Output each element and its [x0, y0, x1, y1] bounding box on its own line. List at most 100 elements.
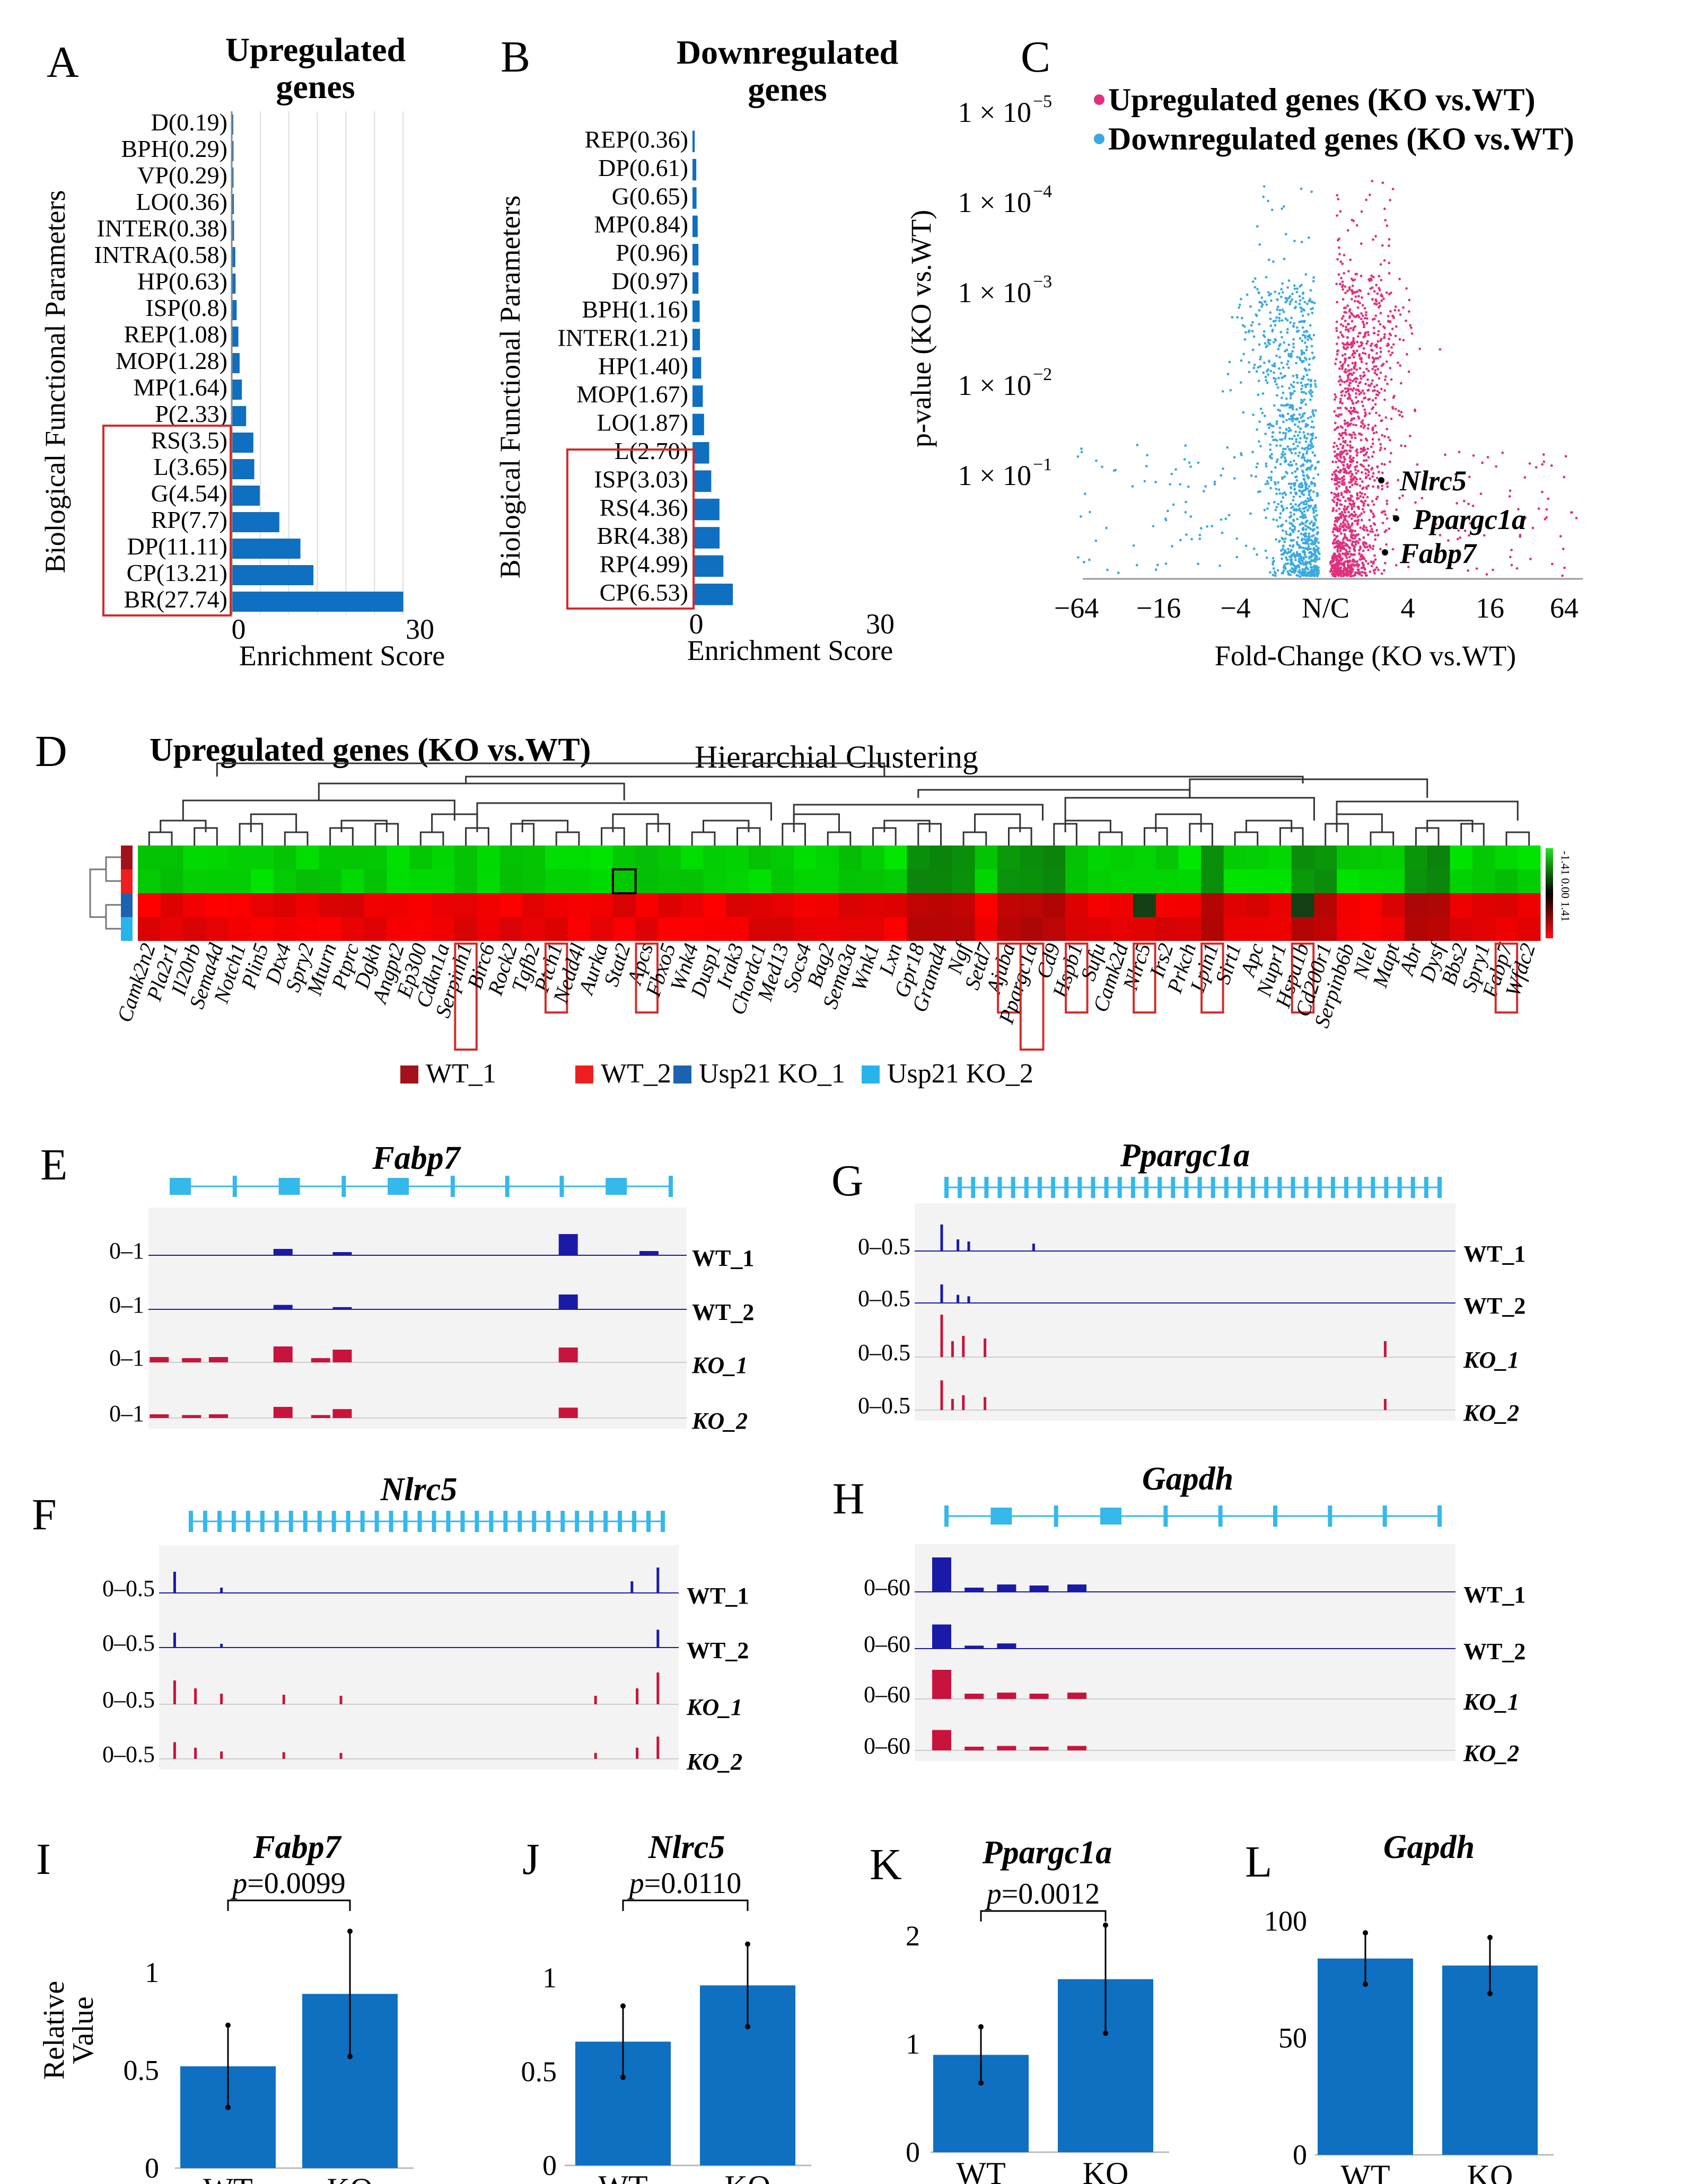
- panel-g-exon: [1158, 1177, 1162, 1198]
- panel-c-point-down: [1302, 529, 1305, 532]
- panel-c-point-up: [1355, 272, 1358, 276]
- panel-c-point-up: [1355, 392, 1357, 395]
- panel-c-point-up: [1358, 573, 1361, 576]
- panel-c-point-up: [1354, 436, 1357, 439]
- panel-f-coverage-peak: [630, 1581, 634, 1593]
- panel-c-point-up: [1337, 415, 1340, 418]
- panel-c-point-down: [1301, 447, 1304, 450]
- panel-b-downregulated-bar-chart: Downregulated Biological Functional Para…: [494, 33, 898, 666]
- panel-c-point-up: [1363, 397, 1366, 400]
- panel-h-exon: [1163, 1505, 1168, 1527]
- panel-c-point-down: [1306, 459, 1309, 462]
- panel-c-point-up: [1383, 333, 1386, 336]
- panel-c-point-up: [1376, 465, 1379, 468]
- panel-c-point-up: [1354, 465, 1357, 469]
- panel-c-point-up: [1351, 362, 1354, 365]
- panel-c-point-up: [1337, 470, 1340, 473]
- panel-c-point-down: [1280, 288, 1283, 291]
- panel-g-exon: [1104, 1177, 1109, 1198]
- panel-g-exon: [1264, 1177, 1269, 1198]
- panel-d-heatmap-cell: [1178, 869, 1202, 893]
- panel-c-point-up: [1348, 486, 1352, 489]
- panel-d-heatmap-cell: [680, 917, 704, 941]
- panel-c-point-up: [1360, 425, 1363, 428]
- panel-c-point-down: [1289, 461, 1292, 463]
- panel-c-point-down: [1303, 478, 1306, 481]
- panel-c-point-up: [1354, 468, 1357, 471]
- panel-c-point-up: [1362, 562, 1365, 566]
- panel-c-point-down: [1260, 301, 1263, 304]
- panel-c-ytick-exponent: −1: [1033, 455, 1052, 474]
- panel-a-bar: [232, 274, 236, 294]
- panel-c-point-up: [1358, 552, 1361, 555]
- panel-g-coverage-peak: [1032, 1244, 1035, 1251]
- panel-h-track-name: WT_2: [1463, 1639, 1525, 1665]
- panel-c-point-down: [1265, 276, 1268, 279]
- panel-c-point-up: [1347, 564, 1350, 567]
- panel-d-heatmap-cell: [409, 869, 433, 893]
- panel-g-exon: [1291, 1177, 1295, 1198]
- panel-d-heatmap-cell: [1020, 846, 1044, 869]
- panel-c-point-down: [1239, 381, 1242, 384]
- panel-c-point-down: [1308, 506, 1311, 509]
- panel-c-point-up: [1354, 295, 1357, 298]
- panel-d-heatmap-cell: [1427, 893, 1450, 917]
- panel-c-point-down: [1303, 568, 1307, 571]
- panel-label-a: A: [47, 38, 79, 87]
- panel-c-point-down: [1301, 464, 1304, 466]
- panel-c-point-down: [1285, 556, 1287, 559]
- panel-l-error-cap: [1487, 1991, 1493, 1996]
- panel-c-point-up: [1388, 460, 1391, 463]
- panel-d-heatmap-cell: [319, 869, 342, 893]
- panel-c-point-down: [1297, 508, 1300, 512]
- panel-c-point-down: [1311, 499, 1314, 501]
- panel-c-point-down: [1226, 446, 1229, 449]
- panel-c-point-up: [1365, 459, 1368, 462]
- panel-c-point-down: [1275, 487, 1278, 490]
- panel-d-dendrogram-branch: [1370, 831, 1395, 846]
- panel-c-point-down: [1295, 479, 1299, 482]
- panel-c-point-down: [1303, 459, 1307, 462]
- panel-c-y-ticks: 1 × 10 −51 × 10 −41 × 10 −31 × 10 −21 × 10 −1: [958, 92, 1053, 491]
- panel-c-point-up: [1352, 340, 1355, 343]
- panel-c-point-up: [1371, 561, 1374, 564]
- panel-label-f: F: [32, 1490, 57, 1539]
- panel-c-point-up: [1343, 460, 1346, 463]
- panel-c-point-up: [1372, 485, 1375, 488]
- panel-c-xtick: −4: [1220, 592, 1250, 624]
- panel-c-point-down: [1298, 295, 1301, 298]
- panel-d-heatmap-cell: [862, 869, 885, 893]
- panel-c-point-up: [1333, 492, 1336, 495]
- panel-c-point-up: [1414, 409, 1417, 412]
- panel-d-heatmap-cell: [454, 869, 478, 893]
- panel-c-point-down: [1243, 338, 1247, 341]
- panel-b-category-label: MOP(1.67): [576, 381, 688, 408]
- panel-c-point-up: [1376, 496, 1379, 498]
- panel-c-point-down: [1309, 539, 1312, 541]
- panel-c-point-down: [1297, 560, 1301, 563]
- panel-c-point-up: [1379, 548, 1382, 551]
- panel-a-xlabel: Enrichment Score: [239, 640, 445, 672]
- panel-l-error-cap: [1363, 1930, 1368, 1936]
- panel-d-heatmap-cell: [432, 869, 455, 893]
- panel-c-point-down: [1306, 467, 1309, 470]
- panel-c-point-up: [1356, 519, 1360, 522]
- panel-d-heatmap-cell: [816, 869, 840, 893]
- panel-d-dendrogram-branch: [962, 831, 987, 846]
- panel-c-point-up: [1362, 404, 1365, 408]
- panel-c-point-up: [1359, 545, 1362, 548]
- panel-c-point-up: [1333, 534, 1336, 537]
- panel-c-point-up: [1354, 541, 1357, 544]
- panel-c-point-down: [1313, 380, 1317, 382]
- panel-c-point-up: [1339, 425, 1343, 428]
- panel-c-point-up: [1378, 377, 1381, 380]
- panel-d-heatmap-cell: [1155, 893, 1179, 917]
- panel-c-point-down: [1304, 403, 1308, 406]
- panel-c-point-up: [1343, 419, 1346, 422]
- panel-d-heatmap-cell: [1201, 917, 1224, 941]
- panel-d-heatmap-cell: [1472, 846, 1496, 869]
- panel-c-point-up: [1369, 570, 1372, 573]
- panel-e-coverage-peak: [208, 1414, 228, 1418]
- panel-c-point-down: [1284, 435, 1287, 437]
- panel-g-coverage-peak: [940, 1315, 943, 1357]
